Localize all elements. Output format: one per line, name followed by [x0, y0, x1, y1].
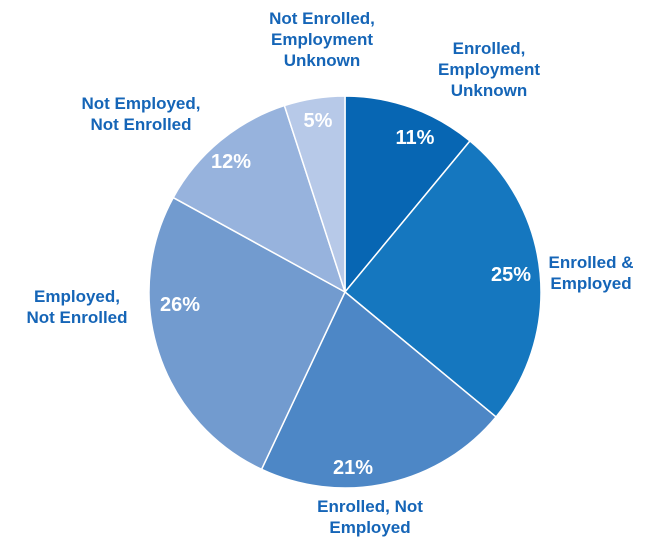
slice-category-label: Enrolled, Employment Unknown — [438, 39, 540, 100]
pie-slice — [260, 291, 497, 489]
slice-category-label-line: Employment — [438, 60, 540, 79]
pie-slice — [283, 95, 346, 293]
pie-slice — [344, 140, 542, 418]
slice-category-label-line: Employed — [329, 518, 410, 537]
slice-category-label-line: Unknown — [284, 51, 361, 70]
slice-category-label-line: Enrolled & — [548, 253, 633, 272]
slice-value-label: 21% — [333, 457, 373, 479]
slice-category-label-line: Enrolled, Not — [317, 497, 423, 516]
slice-value-label: 25% — [491, 264, 531, 286]
slice-category-label-line: Not Employed, — [81, 94, 200, 113]
slice-category-label-line: Not Enrolled — [90, 115, 191, 134]
slice-value-labels: 11% 25% 21% 26% 12% 5% — [160, 110, 531, 479]
pie-slices — [148, 95, 542, 489]
slice-category-label-line: Unknown — [451, 81, 528, 100]
slice-category-label-line: Employment — [271, 30, 373, 49]
slice-category-labels: Enrolled, Employment Unknown Enrolled & Empl… — [26, 9, 633, 537]
slice-category-label-line: Not Enrolled, — [269, 9, 375, 28]
slice-category-label: Enrolled, Not Employed — [317, 497, 423, 537]
pie-slice — [344, 95, 471, 293]
slice-category-label-line: Enrolled, — [453, 39, 526, 58]
slice-value-label: 26% — [160, 294, 200, 316]
slice-category-label: Enrolled & Employed — [548, 253, 633, 293]
slice-category-label-line: Employed — [550, 274, 631, 293]
slice-category-label-line: Employed, — [34, 287, 120, 306]
slice-category-label-line: Not Enrolled — [26, 308, 127, 327]
pie-slice — [172, 104, 346, 293]
slice-category-label: Not Enrolled, Employment Unknown — [269, 9, 375, 70]
slice-value-label: 12% — [211, 151, 251, 173]
slice-category-label: Employed, Not Enrolled — [26, 287, 127, 327]
slice-category-label: Not Employed, Not Enrolled — [81, 94, 200, 134]
slice-value-label: 11% — [396, 127, 435, 149]
slice-value-label: 5% — [304, 110, 333, 132]
